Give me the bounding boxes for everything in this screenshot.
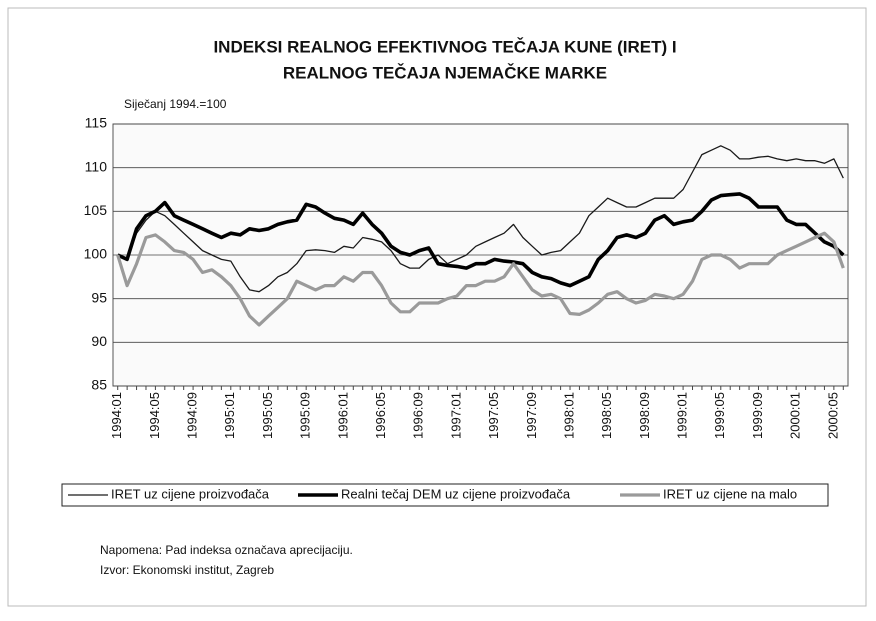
y-tick-label: 95 — [91, 289, 107, 305]
y-tick-label: 90 — [91, 333, 107, 349]
subtitle: Siječanj 1994.=100 — [124, 97, 227, 111]
x-tick-label: 1994:05 — [147, 392, 162, 439]
x-tick-label: 1997:05 — [486, 392, 501, 439]
x-tick-label: 1998:09 — [637, 392, 652, 439]
x-tick-label: 1997:01 — [448, 392, 463, 439]
chart-title: REALNOG TEČAJA NJEMAČKE MARKE — [283, 63, 607, 82]
x-tick-label: 1998:05 — [599, 392, 614, 439]
series-line — [116, 231, 845, 327]
legend-label: Realni tečaj DEM uz cijene proizvođača — [341, 486, 571, 501]
y-tick-label: 115 — [85, 115, 108, 131]
chart-title: INDEKSI REALNOG EFEKTIVNOG TEČAJA KUNE (… — [213, 37, 676, 56]
y-tick-label: 85 — [91, 377, 107, 393]
legend-label: IRET uz cijene na malo — [663, 486, 797, 501]
x-tick-label: 1995:09 — [298, 392, 313, 439]
x-tick-label: 2000:05 — [825, 392, 840, 439]
y-tick-label: 110 — [85, 158, 108, 174]
x-tick-label: 1996:05 — [373, 392, 388, 439]
y-tick-label: 100 — [84, 246, 108, 262]
x-tick-label: 1999:01 — [675, 392, 690, 439]
legend-box — [61, 483, 829, 507]
note: Napomena: Pad indeksa označava aprecijac… — [100, 543, 353, 557]
x-tick-label: 2000:01 — [788, 392, 803, 439]
x-tick-label: 1996:01 — [335, 392, 350, 439]
series-line — [116, 192, 845, 288]
x-tick-label: 1995:05 — [260, 392, 275, 439]
x-tick-label: 1994:09 — [185, 392, 200, 439]
x-tick-label: 1999:09 — [750, 392, 765, 439]
legend-label: IRET uz cijene proizvođača — [111, 486, 270, 501]
x-tick-label: 1998:01 — [561, 392, 576, 439]
x-tick-label: 1997:09 — [524, 392, 539, 439]
x-tick-label: 1994:01 — [109, 392, 124, 439]
series-line — [117, 145, 844, 293]
y-tick-label: 105 — [84, 202, 108, 218]
x-tick-label: 1996:09 — [411, 392, 426, 439]
x-tick-label: 1995:01 — [222, 392, 237, 439]
note: Izvor: Ekonomski institut, Zagreb — [100, 563, 274, 577]
x-tick-label: 1999:05 — [712, 392, 727, 439]
